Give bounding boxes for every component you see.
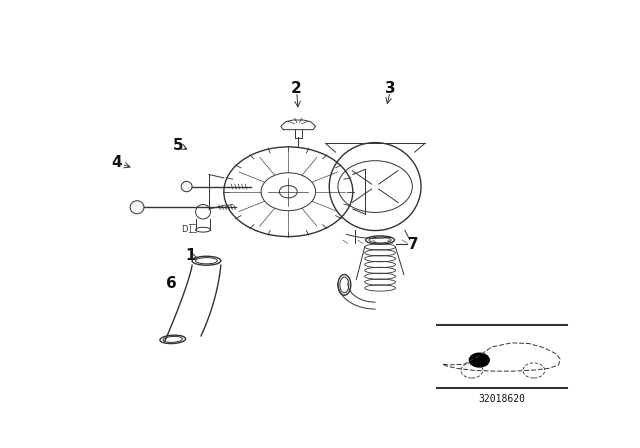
Text: 3: 3 <box>385 81 396 96</box>
Text: 1: 1 <box>185 248 195 263</box>
Text: 7: 7 <box>408 237 419 252</box>
Ellipse shape <box>130 201 144 214</box>
Circle shape <box>469 353 489 367</box>
Text: 5: 5 <box>173 138 184 153</box>
Text: 32018620: 32018620 <box>479 394 525 404</box>
Text: 6: 6 <box>166 276 177 291</box>
Ellipse shape <box>181 181 192 192</box>
Text: 2: 2 <box>291 81 301 96</box>
Text: 4: 4 <box>111 155 122 170</box>
Text: D: D <box>181 225 188 234</box>
